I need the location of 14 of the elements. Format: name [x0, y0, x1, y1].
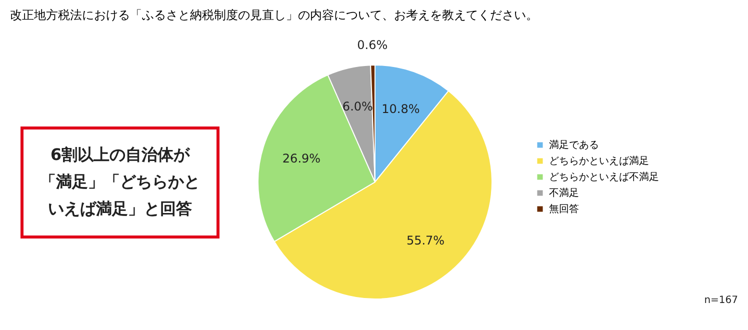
data-label: 26.9% — [282, 151, 321, 166]
legend-label: 無回答 — [549, 203, 579, 215]
data-label: 0.6% — [357, 38, 388, 52]
legend-label: どちらかといえば不満足 — [549, 171, 659, 183]
text: n=167 — [704, 295, 738, 306]
legend-label: 不満足 — [549, 187, 579, 199]
chart-title: 改正地方税法における「ふるさと納税制度の見直し」の内容について、お考えを教えてください。 — [10, 8, 538, 22]
legend-label: 満足である — [549, 139, 599, 151]
data-label: 55.7% — [406, 233, 445, 248]
text: 6割以上の自治体が — [50, 145, 191, 164]
text: 「満足」「どちらかと — [40, 172, 200, 191]
data-label: 10.8% — [382, 102, 420, 116]
text: いえば満足」と回答 — [48, 199, 192, 218]
legend-label: どちらかといえば満足 — [549, 155, 649, 167]
